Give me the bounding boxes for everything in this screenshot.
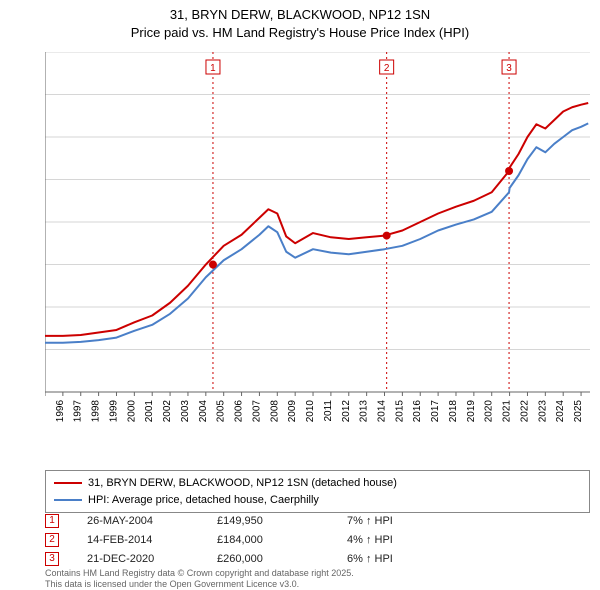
svg-text:2001: 2001 bbox=[144, 400, 155, 422]
svg-text:2011: 2011 bbox=[323, 400, 334, 422]
svg-text:2019: 2019 bbox=[466, 400, 477, 422]
svg-text:2015: 2015 bbox=[394, 400, 405, 422]
svg-text:2017: 2017 bbox=[430, 400, 441, 422]
sale-price: £184,000 bbox=[217, 534, 347, 546]
svg-text:2014: 2014 bbox=[377, 400, 388, 422]
svg-text:2007: 2007 bbox=[251, 400, 262, 422]
svg-text:2004: 2004 bbox=[198, 400, 209, 422]
sale-change: 4% ↑ HPI bbox=[347, 534, 393, 546]
svg-text:1995: 1995 bbox=[45, 400, 48, 422]
svg-text:2008: 2008 bbox=[269, 400, 280, 422]
footer: Contains HM Land Registry data © Crown c… bbox=[45, 568, 354, 590]
legend-item-price: 31, BRYN DERW, BLACKWOOD, NP12 1SN (deta… bbox=[54, 475, 581, 492]
legend-label: 31, BRYN DERW, BLACKWOOD, NP12 1SN (deta… bbox=[88, 475, 397, 492]
legend: 31, BRYN DERW, BLACKWOOD, NP12 1SN (deta… bbox=[45, 470, 590, 513]
svg-text:2016: 2016 bbox=[412, 400, 423, 422]
svg-text:2006: 2006 bbox=[234, 400, 245, 422]
title-block: 31, BRYN DERW, BLACKWOOD, NP12 1SN Price… bbox=[0, 0, 600, 41]
container: 31, BRYN DERW, BLACKWOOD, NP12 1SN Price… bbox=[0, 0, 600, 590]
svg-text:1999: 1999 bbox=[108, 400, 119, 422]
svg-text:2012: 2012 bbox=[341, 400, 352, 422]
svg-text:2: 2 bbox=[384, 63, 390, 74]
svg-text:2009: 2009 bbox=[287, 400, 298, 422]
sale-date: 14-FEB-2014 bbox=[87, 534, 217, 546]
legend-swatch bbox=[54, 482, 82, 484]
svg-text:2005: 2005 bbox=[216, 400, 227, 422]
sale-date: 21-DEC-2020 bbox=[87, 553, 217, 565]
legend-label: HPI: Average price, detached house, Caer… bbox=[88, 492, 319, 509]
price-chart: £0£50K£100K£150K£200K£250K£300K£350K£400… bbox=[45, 52, 590, 422]
svg-text:2003: 2003 bbox=[180, 400, 191, 422]
svg-text:2020: 2020 bbox=[484, 400, 495, 422]
footer-line-1: Contains HM Land Registry data © Crown c… bbox=[45, 568, 354, 579]
title-line-2: Price paid vs. HM Land Registry's House … bbox=[0, 24, 600, 42]
svg-text:2021: 2021 bbox=[502, 400, 513, 422]
table-row: 1 26-MAY-2004 £149,950 7% ↑ HPI bbox=[45, 512, 393, 529]
svg-text:2002: 2002 bbox=[162, 400, 173, 422]
sale-marker-box: 3 bbox=[45, 552, 59, 566]
footer-line-2: This data is licensed under the Open Gov… bbox=[45, 579, 354, 590]
sale-change: 7% ↑ HPI bbox=[347, 515, 393, 527]
svg-text:1997: 1997 bbox=[73, 400, 84, 422]
table-row: 2 14-FEB-2014 £184,000 4% ↑ HPI bbox=[45, 531, 393, 548]
svg-text:2010: 2010 bbox=[305, 400, 316, 422]
sale-date: 26-MAY-2004 bbox=[87, 515, 217, 527]
svg-text:3: 3 bbox=[506, 63, 512, 74]
svg-text:2025: 2025 bbox=[573, 400, 584, 422]
svg-text:2000: 2000 bbox=[126, 400, 137, 422]
title-line-1: 31, BRYN DERW, BLACKWOOD, NP12 1SN bbox=[0, 6, 600, 24]
sale-marker-box: 1 bbox=[45, 514, 59, 528]
svg-text:2013: 2013 bbox=[359, 400, 370, 422]
svg-text:1998: 1998 bbox=[91, 400, 102, 422]
svg-text:2018: 2018 bbox=[448, 400, 459, 422]
svg-text:2023: 2023 bbox=[537, 400, 548, 422]
legend-item-hpi: HPI: Average price, detached house, Caer… bbox=[54, 492, 581, 509]
sale-marker-box: 2 bbox=[45, 533, 59, 547]
svg-text:1: 1 bbox=[210, 63, 216, 74]
sale-price: £260,000 bbox=[217, 553, 347, 565]
sales-table: 1 26-MAY-2004 £149,950 7% ↑ HPI 2 14-FEB… bbox=[45, 512, 393, 569]
legend-swatch bbox=[54, 499, 82, 501]
svg-text:2022: 2022 bbox=[519, 400, 530, 422]
sale-price: £149,950 bbox=[217, 515, 347, 527]
table-row: 3 21-DEC-2020 £260,000 6% ↑ HPI bbox=[45, 550, 393, 567]
svg-text:2024: 2024 bbox=[555, 400, 566, 422]
svg-text:1996: 1996 bbox=[55, 400, 66, 422]
sale-change: 6% ↑ HPI bbox=[347, 553, 393, 565]
